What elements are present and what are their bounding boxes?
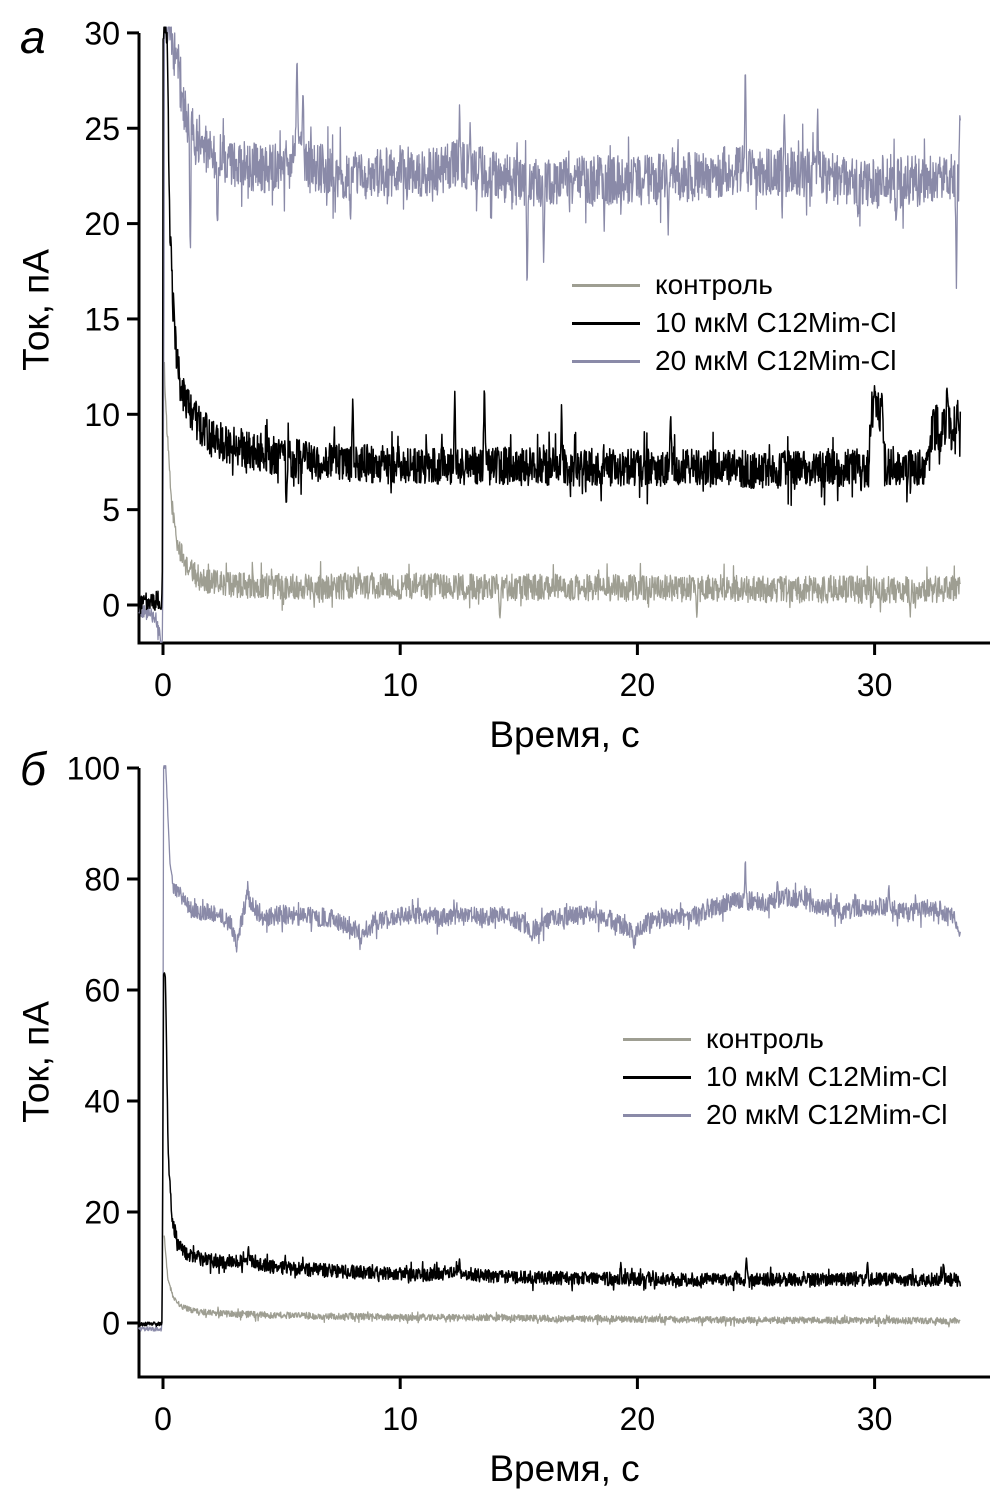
legend-panel-b: контроль 10 мкМ C12Mim-Cl 20 мкМ C12Mim-… xyxy=(623,1020,948,1134)
trace-20uM-C12MimCl xyxy=(138,765,961,1332)
legend-line-control-icon xyxy=(623,1037,691,1041)
legend-item-20uM: 20 мкМ C12Mim-Cl xyxy=(572,342,897,380)
x-tick-label: 30 xyxy=(857,667,893,703)
x-axis-title-b: Время, с xyxy=(489,1448,640,1489)
legend-label-20uM: 20 мкМ C12Mim-Cl xyxy=(706,1099,948,1130)
y-tick-label: 60 xyxy=(84,973,120,1009)
trace-10uM-C12MimCl xyxy=(138,972,962,1328)
legend-line-10uM-icon xyxy=(572,321,640,325)
x-tick-label: 10 xyxy=(382,1401,418,1437)
y-tick-label: 20 xyxy=(84,206,120,242)
legend-item-20uM: 20 мкМ C12Mim-Cl xyxy=(623,1096,948,1134)
legend-item-10uM: 10 мкМ C12Mim-Cl xyxy=(572,304,897,342)
x-tick-label: 30 xyxy=(857,1401,893,1437)
legend-line-10uM-icon xyxy=(623,1075,691,1079)
x-axis-title-a: Время, с xyxy=(489,714,640,755)
trace-20uM-C12MimCl xyxy=(138,26,961,643)
y-axis-title-a: Ток, пА xyxy=(15,249,57,371)
y-tick-label: 30 xyxy=(84,15,120,51)
legend-item-10uM: 10 мкМ C12Mim-Cl xyxy=(623,1058,948,1096)
x-tick-label: 0 xyxy=(154,667,172,703)
y-tick-label: 40 xyxy=(84,1084,120,1120)
legend-label-10uM: 10 мкМ C12Mim-Cl xyxy=(706,1061,948,1092)
y-tick-label: 80 xyxy=(84,862,120,898)
panel-label-b: б xyxy=(20,743,46,795)
legend-item-control: контроль xyxy=(623,1020,948,1058)
y-tick-label: 0 xyxy=(102,1306,120,1342)
trace-10uM-C12MimCl xyxy=(138,26,962,615)
y-tick-label: 5 xyxy=(102,492,120,528)
y-tick-label: 25 xyxy=(84,111,120,147)
y-tick-label: 0 xyxy=(102,588,120,624)
y-tick-label: 20 xyxy=(84,1195,120,1231)
legend-line-20uM-icon xyxy=(623,1113,691,1117)
x-tick-label: 0 xyxy=(154,1401,172,1437)
legend-panel-a: контроль 10 мкМ C12Mim-Cl 20 мкМ C12Mim-… xyxy=(572,266,897,380)
y-tick-label: 15 xyxy=(84,301,120,337)
y-axis-title-b: Ток, пА xyxy=(15,1001,57,1123)
legend-label-control: контроль xyxy=(655,269,773,300)
y-tick-label: 100 xyxy=(67,751,120,787)
trace-control xyxy=(163,1235,961,1328)
legend-item-control: контроль xyxy=(572,266,897,304)
panel-label-a: а xyxy=(20,11,46,63)
x-tick-label: 20 xyxy=(620,667,656,703)
legend-line-20uM-icon xyxy=(572,359,640,363)
x-tick-label: 20 xyxy=(620,1401,656,1437)
x-tick-label: 10 xyxy=(382,667,418,703)
legend-line-control-icon xyxy=(572,283,640,287)
legend-label-10uM: 10 мкМ C12Mim-Cl xyxy=(655,307,897,338)
trace-control xyxy=(163,361,961,619)
y-tick-label: 10 xyxy=(84,397,120,433)
legend-label-20uM: 20 мкМ C12Mim-Cl xyxy=(655,345,897,376)
legend-label-control: контроль xyxy=(706,1023,824,1054)
